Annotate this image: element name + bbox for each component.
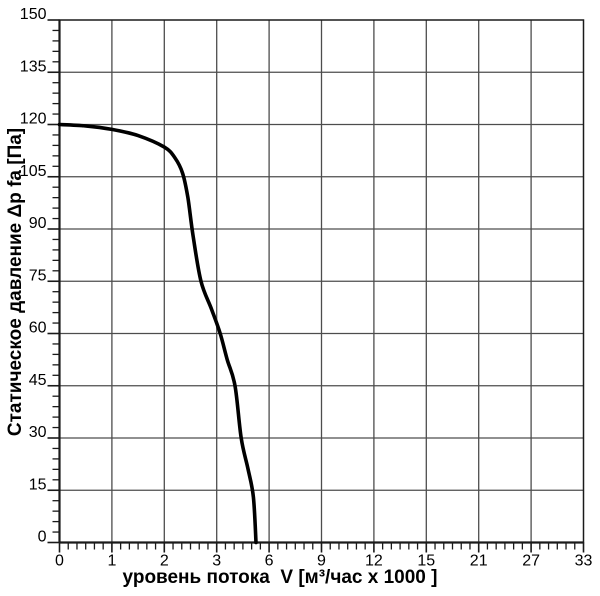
x-tick-label: 9 bbox=[317, 553, 326, 570]
y-tick-label: 60 bbox=[29, 320, 47, 337]
y-tick-label: 45 bbox=[29, 372, 47, 389]
y-tick-label: 135 bbox=[20, 58, 47, 75]
x-tick-label: 27 bbox=[522, 553, 540, 570]
y-tick-label: 120 bbox=[20, 111, 47, 128]
x-tick-label: 21 bbox=[470, 553, 488, 570]
x-tick-label: 15 bbox=[417, 553, 435, 570]
y-tick-label: 90 bbox=[29, 215, 47, 232]
y-tick-label: 105 bbox=[20, 163, 47, 180]
y-axis-title: Статическое давление Δp fa [Па] bbox=[5, 127, 26, 437]
x-tick-label: 33 bbox=[575, 553, 593, 570]
x-tick-label: 3 bbox=[212, 553, 221, 570]
y-tick-label: 150 bbox=[20, 6, 47, 23]
x-tick-label: 6 bbox=[265, 553, 274, 570]
x-tick-label: 2 bbox=[160, 553, 169, 570]
x-tick-label: 0 bbox=[55, 553, 64, 570]
y-tick-label: 0 bbox=[38, 529, 47, 546]
performance-curve bbox=[57, 122, 258, 545]
y-tick-label: 15 bbox=[29, 476, 47, 493]
x-tick-label: 12 bbox=[365, 553, 383, 570]
x-axis-title: уровень потока V [м³/час x 1000 ] bbox=[122, 567, 438, 588]
y-tick-label: 30 bbox=[29, 424, 47, 441]
x-tick-label: 1 bbox=[107, 553, 116, 570]
y-tick-label: 75 bbox=[29, 267, 47, 284]
